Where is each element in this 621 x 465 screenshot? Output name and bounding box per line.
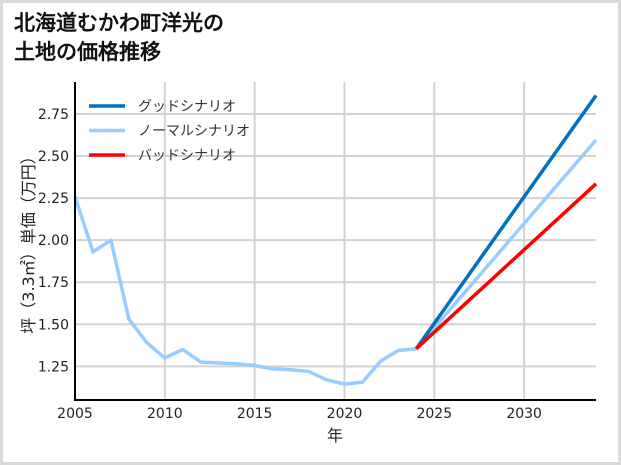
- series-line: [73, 138, 598, 386]
- x-tick-label: 2005: [57, 406, 93, 422]
- chart-title: 北海道むかわ町洋光の 土地の価格推移: [14, 9, 224, 67]
- x-tick-label: 2025: [416, 406, 452, 422]
- y-tick-label: 2.50: [38, 149, 69, 165]
- x-tick-label: 2010: [147, 406, 183, 422]
- series-lines: [73, 94, 598, 386]
- x-tick-label: 2015: [237, 406, 273, 422]
- x-tick-labels: 2005 2010 2015 2020 2025 2030: [57, 406, 542, 422]
- y-tick-label: 2.00: [38, 233, 69, 249]
- y-axis-label: 坪（3.3㎡）単価（万円）: [19, 148, 38, 333]
- legend-label: ノーマルシナリオ: [138, 124, 250, 140]
- y-tick-label: 1.75: [38, 275, 69, 291]
- y-tick-label: 1.25: [38, 359, 69, 375]
- y-tick-label: 1.50: [38, 317, 69, 333]
- gridlines: [75, 82, 596, 400]
- x-tick-label: 2030: [506, 406, 542, 422]
- x-axis-label: 年: [327, 426, 343, 445]
- series-line: [415, 182, 598, 350]
- legend-label: バッドシナリオ: [138, 148, 236, 164]
- x-tick-label: 2020: [327, 406, 363, 422]
- y-tick-labels: 1.25 1.50 1.75 2.00 2.25 2.50 2.75: [38, 107, 69, 375]
- axes: [74, 82, 596, 401]
- y-tick-label: 2.75: [38, 107, 69, 123]
- chart-title-line-2: 土地の価格推移: [14, 40, 161, 64]
- chart-title-line-1: 北海道むかわ町洋光の: [14, 11, 224, 35]
- series-line: [414, 94, 598, 350]
- y-tick-label: 2.25: [38, 191, 69, 207]
- legend-label: グッドシナリオ: [138, 99, 236, 115]
